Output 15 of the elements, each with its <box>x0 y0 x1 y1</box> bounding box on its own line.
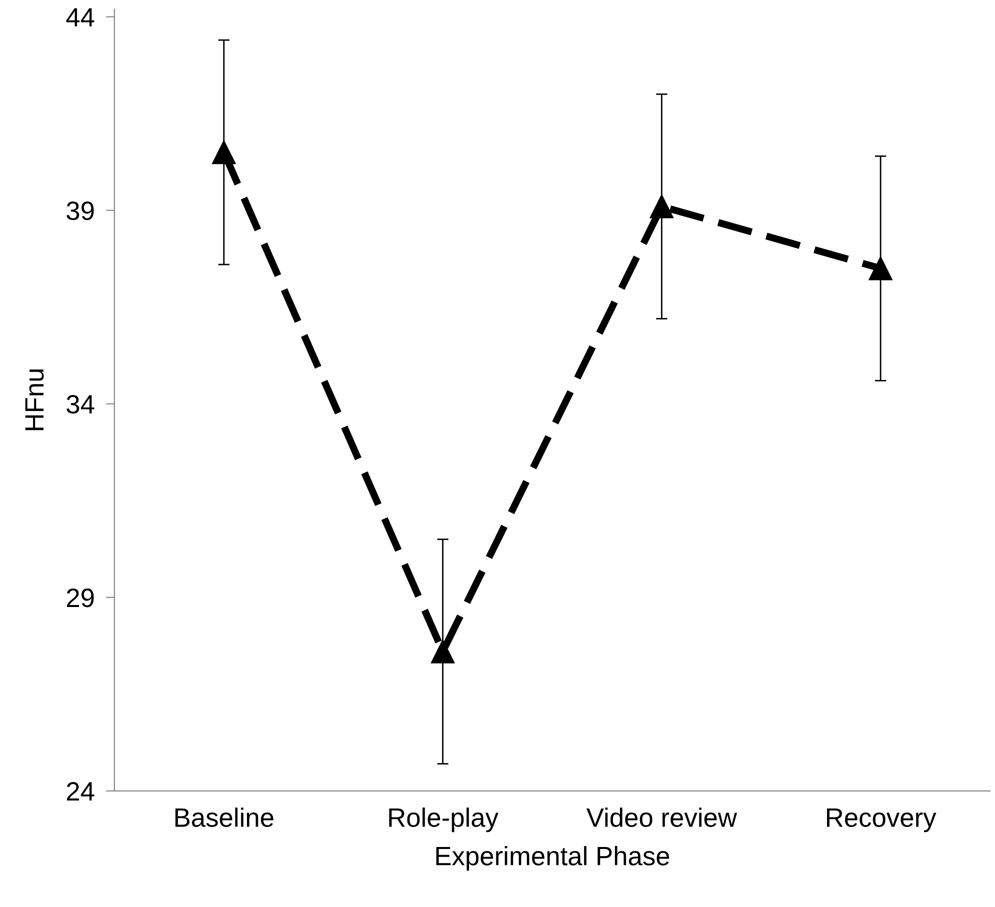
y-axis-title: HFnu <box>25 369 44 430</box>
y-tick-label: 44 <box>66 8 94 26</box>
y-tick-label: 39 <box>66 201 94 220</box>
point <box>430 640 455 664</box>
y-tick-label: 29 <box>66 588 94 608</box>
x-tick-label: Role-play <box>389 808 498 832</box>
y-tick-label: 24 <box>66 782 94 800</box>
point <box>650 194 674 218</box>
point <box>212 140 236 164</box>
x-axis-title: Experimental Phase <box>436 846 670 871</box>
x-tick-label: Recovery <box>827 808 936 832</box>
x-tick-label: Video review <box>586 808 738 827</box>
x-tick-label: Baseline <box>175 808 274 827</box>
y-tick-label: 34 <box>66 394 94 414</box>
point <box>868 256 892 280</box>
